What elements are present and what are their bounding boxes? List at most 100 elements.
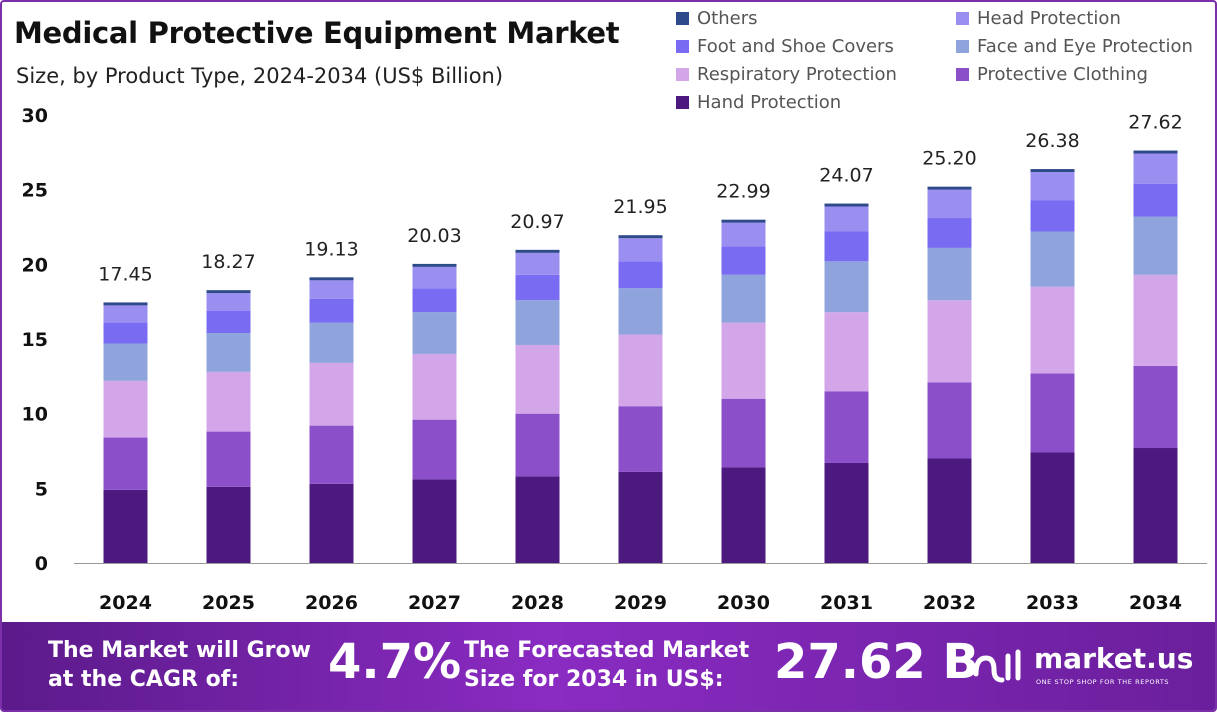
- legend-item: Others: [676, 8, 758, 29]
- bar-segment: [206, 371, 251, 432]
- y-tick-label: 25: [22, 180, 48, 202]
- legend-item: Face and Eye Protection: [956, 36, 1193, 57]
- total-data-label: 26.38: [1025, 130, 1079, 152]
- bar-segment: [927, 189, 972, 219]
- bar-segment: [1133, 216, 1178, 275]
- bar-segment: [515, 252, 560, 275]
- bar-segment: [721, 222, 766, 247]
- total-data-label: 24.07: [819, 165, 873, 187]
- legend: Others Head Protection Foot and Shoe Cover…: [676, 8, 1215, 120]
- bar-segment: [309, 362, 354, 426]
- bar-segment: [1030, 172, 1075, 201]
- bar-segment: [515, 249, 560, 253]
- x-tick-label: 2026: [305, 592, 358, 614]
- total-data-label: 20.03: [407, 225, 461, 247]
- total-data-label: 21.95: [613, 196, 667, 218]
- bar-segment: [515, 344, 560, 414]
- bar-segment: [206, 486, 251, 563]
- bar-segment: [515, 413, 560, 477]
- bar-segment: [412, 312, 457, 354]
- total-data-label: 20.97: [510, 211, 564, 233]
- bar-segment: [1030, 200, 1075, 232]
- y-tick-label: 15: [22, 329, 48, 351]
- bar-segment: [618, 334, 663, 407]
- bar-segment: [206, 293, 251, 311]
- bar-segment: [309, 277, 354, 281]
- forecast-label-line1: The Forecasted Market: [464, 638, 750, 663]
- legend-label: Foot and Shoe Covers: [697, 36, 894, 57]
- bar-segment: [618, 235, 663, 239]
- bar-segment: [412, 266, 457, 289]
- legend-swatch: [676, 40, 689, 53]
- legend-swatch: [676, 68, 689, 81]
- y-tick-label: 20: [22, 254, 48, 276]
- total-data-label: 27.62: [1128, 112, 1182, 134]
- bar-segment: [927, 458, 972, 563]
- legend-swatch: [956, 12, 969, 25]
- bar-segment: [1133, 183, 1178, 217]
- bar-segment: [927, 186, 972, 190]
- bar-segment: [206, 310, 251, 334]
- legend-label: Hand Protection: [697, 92, 842, 113]
- forecast-label: The Forecasted Market Size for 2034 in U…: [464, 636, 749, 694]
- legend-swatch: [956, 68, 969, 81]
- footer-banner: The Market will Grow at the CAGR of: 4.7…: [2, 622, 1215, 710]
- chart-subtitle: Size, by Product Type, 2024-2034 (US$ Bi…: [16, 64, 504, 88]
- y-tick-label: 30: [22, 105, 48, 127]
- bar-segment: [515, 476, 560, 563]
- legend-label: Others: [697, 8, 758, 29]
- bar-segment: [515, 274, 560, 301]
- brand-name: market.us: [1034, 642, 1194, 675]
- x-tick-label: 2034: [1129, 592, 1182, 614]
- legend-swatch: [956, 40, 969, 53]
- bar-segment: [515, 300, 560, 345]
- bar-segment: [1030, 169, 1075, 173]
- legend-label: Respiratory Protection: [697, 64, 897, 85]
- bar-segment: [412, 263, 457, 267]
- bar-segment: [721, 219, 766, 223]
- legend-item: Hand Protection: [676, 92, 841, 113]
- legend-swatch: [676, 12, 689, 25]
- y-tick-label: 5: [35, 478, 48, 500]
- y-tick-label: 10: [22, 404, 48, 426]
- total-data-label: 19.13: [304, 238, 358, 260]
- bar-segment: [206, 290, 251, 294]
- bar-segment: [412, 353, 457, 420]
- bar-segment: [412, 479, 457, 563]
- bar-segment: [824, 462, 869, 563]
- chart-title: Medical Protective Equipment Market: [14, 16, 620, 50]
- bar-segment: [1030, 373, 1075, 453]
- bar-segment: [309, 298, 354, 323]
- bar-segment: [927, 218, 972, 248]
- market-us-logo-icon: [973, 649, 1021, 683]
- bar-segment: [412, 419, 457, 480]
- legend-label: Protective Clothing: [977, 64, 1148, 85]
- bar-segment: [721, 398, 766, 468]
- forecast-value: 27.62 B: [774, 634, 980, 690]
- cagr-label-line1: The Market will Grow: [48, 638, 311, 663]
- bar-segment: [103, 322, 148, 344]
- bar-segment: [824, 206, 869, 232]
- x-tick-label: 2030: [717, 592, 770, 614]
- bar-segment: [412, 288, 457, 313]
- total-data-label: 17.45: [98, 263, 152, 285]
- bar-segment: [1133, 365, 1178, 449]
- bar-segment: [824, 312, 869, 392]
- forecast-label-line2: Size for 2034 in US$:: [464, 667, 724, 692]
- bar-segment: [824, 261, 869, 313]
- cagr-label-line2: at the CAGR of:: [48, 667, 240, 692]
- cagr-value: 4.7%: [328, 634, 462, 690]
- bar-segment: [721, 246, 766, 275]
- bar-segment: [1133, 448, 1178, 563]
- bar-segment: [824, 391, 869, 463]
- legend-swatch: [676, 96, 689, 109]
- x-tick-label: 2025: [202, 592, 255, 614]
- bar-segment: [824, 203, 869, 207]
- bar-segment: [1133, 150, 1178, 154]
- bar-segment: [721, 467, 766, 563]
- x-tick-label: 2031: [820, 592, 873, 614]
- bar-segment: [824, 231, 869, 262]
- bar-segment: [618, 261, 663, 289]
- bar-segment: [1030, 231, 1075, 287]
